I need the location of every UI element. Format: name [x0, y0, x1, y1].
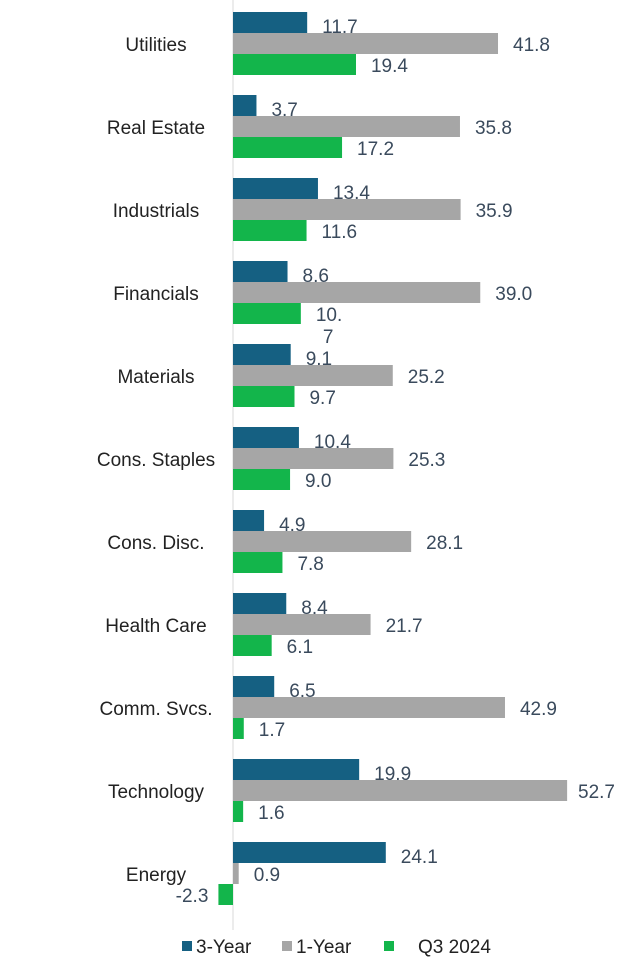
bar-q3-2024-real-estate	[233, 137, 343, 158]
value-label-3-year-energy: 24.1	[401, 847, 438, 868]
category-label-energy: Energy	[126, 865, 187, 886]
category-label-financials: Financials	[113, 284, 199, 305]
bar-3-year-technology	[233, 759, 360, 780]
bar-q3-2024-health-care	[233, 635, 272, 656]
bar-3-year-cons-disc	[233, 510, 265, 531]
bar-q3-2024-utilities	[233, 54, 356, 75]
bar-series	[218, 12, 568, 905]
value-label-3-year-health-care: 8.4	[301, 598, 328, 619]
bar-3-year-real-estate	[233, 95, 257, 116]
bar-3-year-health-care	[233, 593, 287, 614]
bar-3-year-comm-svcs	[233, 676, 275, 697]
category-label-health-care: Health Care	[105, 616, 206, 637]
value-label-q3-2024-comm-svcs: 1.7	[259, 720, 285, 741]
bar-q3-2024-technology	[233, 801, 244, 822]
bar-1-year-financials	[233, 282, 481, 303]
value-label-q3-2024-utilities: 19.4	[371, 56, 408, 77]
value-label-q3-2024-health-care: 6.1	[287, 637, 313, 658]
value-label-q3-2024-energy: -2.3	[176, 886, 209, 907]
bar-3-year-industrials	[233, 178, 318, 199]
category-label-industrials: Industrials	[113, 201, 200, 222]
value-label-3-year-industrials: 13.4	[333, 183, 370, 204]
legend-swatch-q3-2024	[384, 941, 394, 951]
legend-swatch-3-year	[182, 941, 192, 951]
bar-3-year-materials	[233, 344, 291, 365]
legend: 3-Year 1-Year Q3 2024	[182, 937, 491, 958]
bar-q3-2024-cons-staples	[233, 469, 291, 490]
value-label-3-year-cons-staples: 10.4	[314, 432, 351, 453]
value-label-wrap-financials: 7	[323, 327, 334, 348]
value-label-1-year-industrials: 35.9	[476, 201, 513, 222]
value-label-1-year-real-estate: 35.8	[475, 118, 512, 139]
category-label-real-estate: Real Estate	[107, 118, 205, 139]
category-label-utilities: Utilities	[125, 35, 186, 56]
bar-q3-2024-comm-svcs	[233, 718, 244, 739]
bar-1-year-energy	[233, 863, 239, 884]
bar-3-year-energy	[233, 842, 386, 863]
value-label-3-year-real-estate: 3.7	[271, 100, 297, 121]
legend-label-3-year: 3-Year	[196, 937, 252, 958]
category-label-technology: Technology	[108, 782, 205, 803]
bar-1-year-health-care	[233, 614, 371, 635]
bar-q3-2024-financials	[233, 303, 301, 324]
bar-q3-2024-materials	[233, 386, 295, 407]
bar-1-year-real-estate	[233, 116, 460, 137]
bar-1-year-utilities	[233, 33, 499, 54]
value-label-1-year-energy: 0.9	[254, 865, 280, 886]
category-labels: Utilities Real Estate Industrials Financial…	[97, 35, 215, 886]
bar-1-year-materials	[233, 365, 393, 386]
value-label-3-year-comm-svcs: 6.5	[289, 681, 315, 702]
value-label-1-year-technology: 52.7	[578, 782, 615, 803]
value-label-3-year-utilities: 11.7	[322, 17, 358, 38]
value-label-1-year-materials: 25.2	[408, 367, 445, 388]
bar-1-year-technology	[233, 780, 568, 801]
value-label-q3-2024-cons-disc: 7.8	[297, 554, 323, 575]
value-label-1-year-cons-staples: 25.3	[408, 450, 445, 471]
value-label-3-year-materials: 9.1	[306, 349, 332, 370]
legend-label-q3-2024: Q3 2024	[418, 937, 491, 958]
bar-q3-2024-cons-disc	[233, 552, 283, 573]
value-label-q3-2024-cons-staples: 9.0	[305, 471, 331, 492]
value-label-3-year-financials: 8.6	[303, 266, 329, 287]
value-label-q3-2024-technology: 1.6	[258, 803, 284, 824]
bar-1-year-cons-staples	[233, 448, 394, 469]
category-label-materials: Materials	[117, 367, 194, 388]
bar-1-year-industrials	[233, 199, 461, 220]
legend-label-1-year: 1-Year	[296, 937, 352, 958]
bar-3-year-financials	[233, 261, 288, 282]
legend-swatch-1-year	[282, 941, 292, 951]
value-label-1-year-utilities: 41.8	[513, 35, 550, 56]
value-label-q3-2024-industrials: 11.6	[322, 222, 358, 243]
bar-q3-2024-industrials	[233, 220, 307, 241]
category-label-comm-svcs: Comm. Svcs.	[100, 699, 213, 720]
bar-3-year-cons-staples	[233, 427, 299, 448]
value-label-1-year-health-care: 21.7	[386, 616, 423, 637]
bar-1-year-comm-svcs	[233, 697, 505, 718]
category-label-cons-disc: Cons. Disc.	[107, 533, 204, 554]
value-label-3-year-technology: 19.9	[374, 764, 411, 785]
value-label-1-year-cons-disc: 28.1	[426, 533, 463, 554]
bar-1-year-cons-disc	[233, 531, 412, 552]
value-label-3-year-cons-disc: 4.9	[279, 515, 305, 536]
value-label-q3-2024-materials: 9.7	[309, 388, 335, 409]
category-label-cons-staples: Cons. Staples	[97, 450, 215, 471]
bar-3-year-utilities	[233, 12, 308, 33]
value-label-1-year-comm-svcs: 42.9	[520, 699, 557, 720]
value-labels: 11.7 41.8 19.4 3.7 35.8 17.2 13.4 35.9 11.6 8.6 39…	[176, 17, 615, 907]
value-label-q3-2024-financials: 10.	[316, 305, 342, 326]
bar-q3-2024-energy	[218, 884, 233, 905]
value-label-q3-2024-real-estate: 17.2	[357, 139, 394, 160]
value-label-1-year-financials: 39.0	[495, 284, 532, 305]
